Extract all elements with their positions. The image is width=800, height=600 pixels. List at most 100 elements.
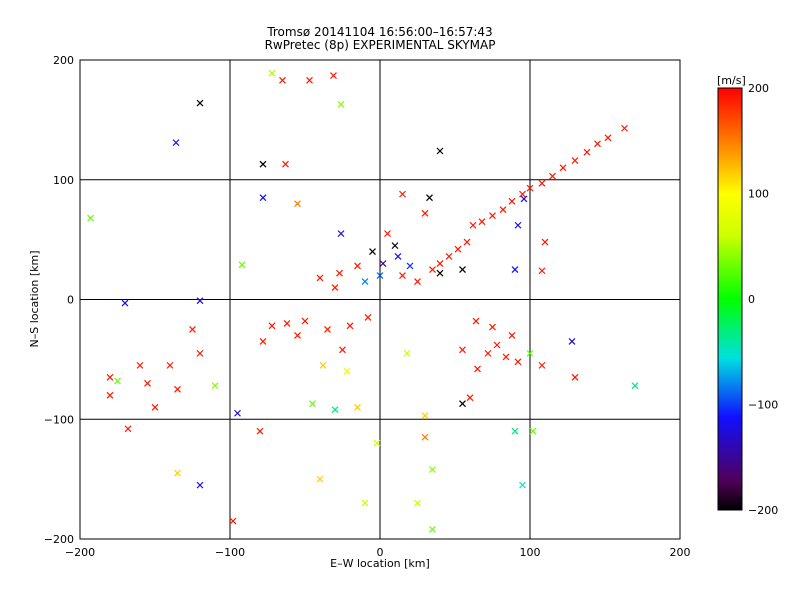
data-point-x	[426, 194, 433, 202]
data-point-x	[196, 99, 204, 107]
data-point-x	[571, 373, 579, 381]
data-point-x	[520, 195, 528, 203]
data-point-x	[604, 134, 612, 142]
data-point-x	[594, 140, 601, 148]
x-tick-label: −200	[65, 546, 95, 559]
data-point-x	[211, 382, 219, 390]
data-point-x	[136, 361, 144, 369]
data-point-x	[394, 252, 402, 260]
data-point-x	[234, 409, 241, 417]
data-point-x	[336, 269, 343, 277]
data-point-x	[508, 197, 516, 205]
data-point-x	[474, 365, 481, 373]
data-point-x	[399, 190, 406, 198]
data-point-x	[514, 221, 522, 229]
y-tick-label: 200	[53, 54, 74, 67]
data-point-x	[106, 373, 114, 381]
data-point-x	[436, 269, 444, 277]
chart-title: Tromsø 20141104 16:56:00–16:57:43	[267, 25, 493, 39]
data-point-x	[189, 326, 196, 333]
x-tick-label: 0	[377, 546, 384, 559]
data-point-x	[324, 326, 331, 333]
data-point-x	[229, 517, 237, 525]
data-point-x	[463, 238, 471, 246]
data-point-x	[376, 272, 384, 279]
data-points	[87, 69, 639, 533]
colorbar-tick-label: −200	[748, 504, 778, 517]
data-point-x	[499, 206, 507, 214]
data-point-x	[361, 278, 369, 285]
data-point-x	[283, 320, 291, 327]
data-point-x	[568, 337, 576, 345]
data-point-x	[316, 475, 324, 483]
data-point-x	[583, 148, 591, 156]
data-point-x	[174, 385, 181, 393]
data-point-x	[466, 394, 474, 402]
data-point-x	[373, 439, 381, 447]
data-point-x	[519, 481, 526, 489]
data-point-x	[379, 260, 387, 267]
data-point-x	[354, 403, 361, 411]
data-point-x	[489, 212, 496, 220]
data-point-x	[621, 124, 628, 132]
colorbar-label: [m/s]	[717, 74, 746, 87]
data-point-x	[343, 367, 351, 375]
data-point-x	[337, 100, 345, 108]
data-point-x	[384, 230, 391, 238]
data-point-x	[106, 391, 114, 399]
grid-lines	[80, 60, 680, 539]
data-point-x	[306, 76, 313, 84]
data-point-x	[294, 200, 301, 208]
data-point-x	[414, 278, 421, 285]
data-point-x	[121, 299, 129, 307]
data-point-x	[421, 433, 429, 441]
data-point-x	[174, 469, 181, 477]
data-point-x	[279, 76, 286, 84]
data-point-x	[529, 427, 537, 435]
data-point-x	[489, 323, 496, 331]
data-point-x	[331, 406, 339, 414]
data-point-x	[454, 245, 462, 253]
data-point-x	[316, 274, 324, 282]
x-tick-label: −100	[215, 546, 245, 559]
data-point-x	[538, 361, 546, 369]
data-point-x	[514, 358, 522, 366]
data-point-x	[526, 184, 534, 192]
data-point-x	[538, 179, 546, 187]
data-point-x	[196, 297, 204, 305]
data-point-x	[151, 403, 159, 411]
data-point-x	[421, 209, 429, 217]
data-point-x	[526, 349, 534, 357]
data-point-x	[259, 337, 267, 345]
data-point-x	[259, 160, 267, 168]
data-point-x	[478, 218, 486, 226]
y-tick-label: −200	[44, 533, 74, 546]
y-tick-label: 100	[53, 174, 74, 187]
data-point-x	[196, 349, 204, 357]
data-point-x	[196, 481, 204, 489]
y-axis-label: N–S location [km]	[28, 250, 41, 347]
data-point-x	[268, 69, 276, 77]
data-point-x	[346, 322, 354, 330]
colorbar-tick-label: 200	[748, 82, 769, 95]
data-point-x	[364, 314, 372, 321]
data-point-x	[114, 377, 121, 385]
data-point-x	[436, 147, 444, 155]
data-point-x	[337, 230, 345, 238]
data-point-x	[406, 262, 414, 270]
data-point-x	[369, 248, 376, 256]
chart-subtitle: RwPretec (8p) EXPERIMENTAL SKYMAP	[264, 38, 496, 52]
data-point-x	[549, 172, 556, 180]
data-point-x	[508, 332, 516, 339]
data-point-x	[559, 164, 567, 172]
data-point-x	[469, 221, 477, 229]
data-point-x	[484, 349, 492, 357]
data-point-x	[268, 322, 276, 330]
data-point-x	[436, 260, 444, 267]
plot-frame	[79, 59, 681, 540]
data-point-x	[339, 346, 346, 354]
colorbar-ticks: 200 100 0 −100 −200	[748, 82, 778, 517]
data-point-x	[391, 242, 399, 250]
colorbar-tick-label: 0	[748, 293, 755, 306]
